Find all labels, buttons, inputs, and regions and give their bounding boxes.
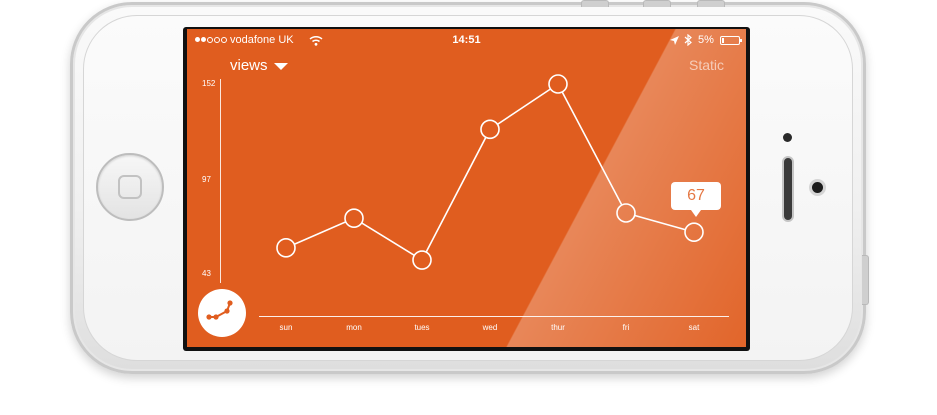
battery-percentage: 5% xyxy=(698,34,714,46)
volume-up-button xyxy=(643,0,671,7)
carrier-name: vodafone UK xyxy=(230,34,294,46)
front-camera xyxy=(809,179,826,196)
y-tick-label: 152 xyxy=(202,79,216,88)
x-tick-label: wed xyxy=(482,323,498,332)
data-point-sat[interactable] xyxy=(684,222,704,242)
x-tick-label: mon xyxy=(346,323,362,332)
mute-switch xyxy=(581,0,609,7)
data-point-tues[interactable] xyxy=(412,250,432,270)
x-axis xyxy=(259,316,729,317)
caret-down-icon xyxy=(273,63,288,70)
value-tooltip: 67 xyxy=(671,182,721,217)
line-chart xyxy=(276,74,704,270)
metric-dropdown-label: views xyxy=(230,57,268,74)
y-tick-label: 97 xyxy=(202,174,211,184)
x-tick-label: sat xyxy=(688,323,700,332)
proximity-sensor xyxy=(783,133,792,142)
chart-type-button[interactable] xyxy=(198,289,246,337)
x-tick-label: tues xyxy=(414,323,430,332)
data-point-thur[interactable] xyxy=(548,74,568,94)
bluetooth-icon xyxy=(684,34,692,46)
metric-dropdown[interactable]: views xyxy=(230,57,288,74)
battery-icon xyxy=(720,36,742,45)
data-point-sun[interactable] xyxy=(276,238,296,258)
data-point-wed[interactable] xyxy=(480,119,500,140)
screen: vodafone UK 14:51 5% views Static xyxy=(183,27,750,351)
app-display: vodafone UK 14:51 5% views Static xyxy=(187,29,746,347)
home-button-square-icon xyxy=(118,175,142,199)
power-button xyxy=(862,255,869,305)
status-bar: vodafone UK 14:51 5% xyxy=(187,29,746,51)
earpiece-speaker xyxy=(782,156,794,222)
data-point-fri[interactable] xyxy=(616,203,636,223)
signal-strength-icon xyxy=(195,37,228,49)
data-point-mon[interactable] xyxy=(344,208,364,229)
x-tick-label: sun xyxy=(279,323,293,332)
x-tick-label: fri xyxy=(622,323,630,332)
wifi-icon xyxy=(309,35,323,46)
location-icon xyxy=(670,36,679,45)
x-tick-label: thur xyxy=(551,323,565,332)
volume-down-button xyxy=(697,0,725,7)
home-button[interactable] xyxy=(96,153,164,221)
clock: 14:51 xyxy=(452,34,481,46)
y-axis xyxy=(220,79,221,283)
mode-label[interactable]: Static xyxy=(688,57,724,73)
series-line xyxy=(285,82,695,262)
y-tick-label: 43 xyxy=(202,269,211,278)
line-chart-icon xyxy=(206,300,233,320)
